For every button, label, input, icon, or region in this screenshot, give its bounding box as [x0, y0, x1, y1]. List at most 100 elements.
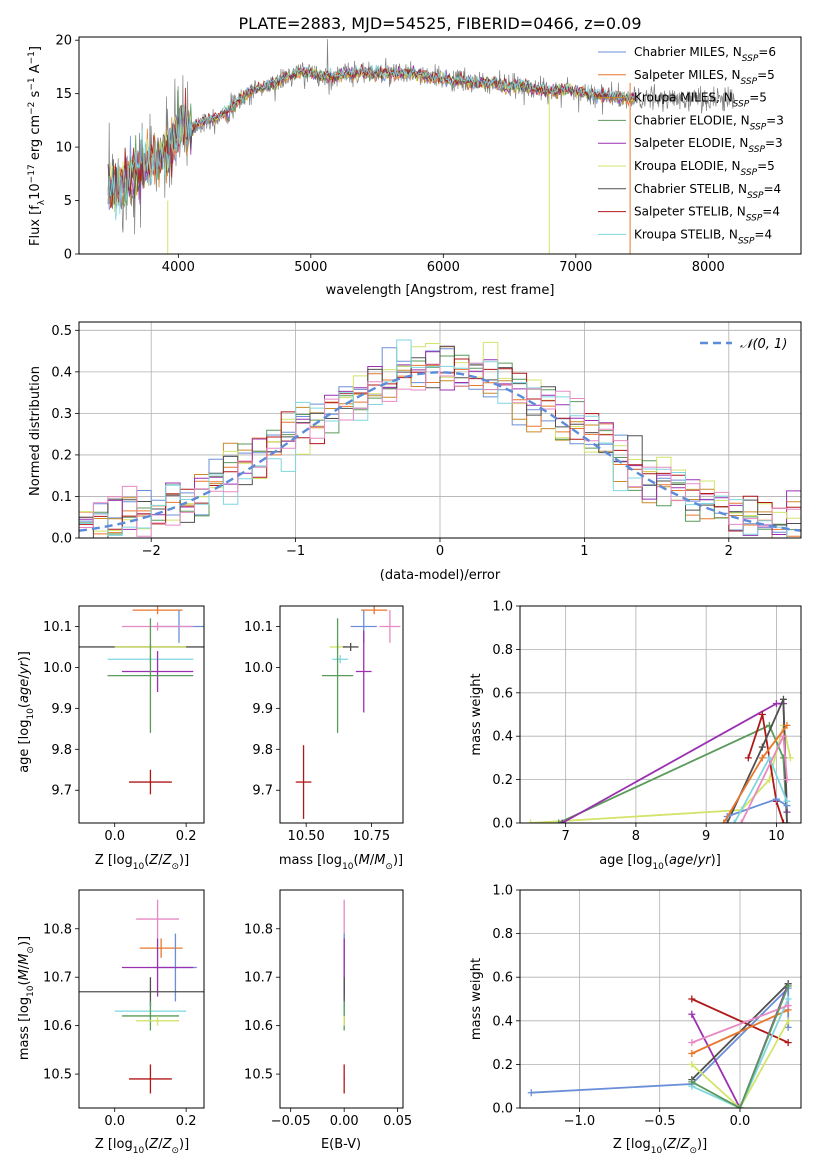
- y-tick-label: 10.5: [43, 1068, 72, 1083]
- plot-area: [527, 695, 794, 823]
- label-part: =5: [749, 91, 767, 105]
- y-axis-label: mass weight: [469, 673, 484, 755]
- y-tick-label: 0.6: [492, 686, 513, 701]
- label-part: SSP: [746, 214, 763, 224]
- y-tick-label: 0.4: [492, 1014, 513, 1029]
- label-part: /: [158, 853, 163, 868]
- y-axis-label: mass weight: [469, 958, 484, 1040]
- x-axis-label: (data-model)/error: [380, 568, 501, 583]
- x-tick-label: 0.0: [104, 829, 125, 844]
- label-part: 10: [26, 708, 36, 720]
- legend-entry: Salpeter MILES, NSSP=5: [634, 68, 775, 87]
- weight-marker: [779, 732, 787, 740]
- y-tick-label: 10.7: [43, 971, 72, 986]
- y-tick-label: 0.8: [492, 927, 513, 942]
- label-part: A: [28, 64, 43, 77]
- weight-marker: [784, 1039, 792, 1047]
- label-part: Z: [148, 1137, 159, 1152]
- weight-marker: [765, 776, 773, 784]
- label-part: )]: [393, 853, 403, 868]
- label-part: )]: [711, 853, 721, 868]
- label-part: Z: [680, 1137, 691, 1152]
- x-axis-label: Z [log10(Z/Z⊙)]: [95, 1137, 189, 1156]
- label-part: /: [17, 674, 32, 679]
- label-part: Flux [f: [28, 205, 43, 246]
- label-part: mass [log: [17, 997, 32, 1060]
- x-tick-label: 7: [562, 829, 570, 844]
- y-tick-label: 10.1: [244, 620, 273, 635]
- x-tick-label: 0.0: [104, 1114, 125, 1129]
- label-part: SSP: [750, 122, 767, 132]
- legend-entry: Kroupa STELIB, NSSP=4: [634, 227, 772, 246]
- label-part: ]: [28, 46, 43, 51]
- weight-marker: [765, 754, 773, 762]
- label-part: yr: [697, 853, 713, 868]
- label-part: SSP: [741, 168, 758, 178]
- legend-entry: 𝒩(0, 1): [740, 337, 787, 352]
- weight-line: [691, 1009, 789, 1055]
- axes-frame: [78, 36, 802, 255]
- plot-area: [79, 899, 204, 1094]
- spectrum-panel: 4000 5000 6000 7000 8000 0 5 10 15 20 wavelength […: [27, 34, 802, 298]
- y-tick-label: 10.8: [43, 922, 72, 937]
- y-axis-label: mass [log10(M/M⊙)]: [17, 936, 36, 1060]
- label-part: /: [17, 964, 32, 969]
- y-tick-label: 10.7: [244, 971, 273, 986]
- label-part: (: [144, 853, 149, 868]
- y-tick-label: 9.9: [252, 702, 273, 717]
- label-part: M: [359, 853, 370, 868]
- label-part: λ: [37, 199, 47, 205]
- y-tick-label: 9.8: [252, 743, 273, 758]
- label-part: mass [log: [279, 853, 342, 868]
- y-tick-label: 10.0: [43, 661, 72, 676]
- weight-marker: [558, 819, 566, 823]
- label-part: (: [17, 980, 32, 985]
- y-tick-label: 20: [55, 34, 72, 49]
- weight-line: [722, 724, 788, 823]
- residual-histogram-panel: −2 −1 0 1 2 0.0 0.1 0.2 0.3 0.4 0.5 (data-model)/er…: [28, 321, 802, 583]
- x-tick-label: −1.0: [564, 1114, 596, 1129]
- y-axis-label: age [log10(age/yr)]: [17, 651, 36, 773]
- y-axis-label: Normed distribution: [28, 366, 43, 496]
- plot-area: [343, 899, 345, 1094]
- label-part: Z: [162, 853, 173, 868]
- x-tick-label: −2: [142, 544, 161, 559]
- x-axis-label: wavelength [Angstrom, rest frame]: [326, 283, 555, 298]
- label-part: yr: [17, 660, 32, 676]
- weight-marker: [758, 754, 766, 762]
- label-part: /: [676, 1137, 681, 1152]
- y-tick-label: 1.0: [492, 884, 513, 899]
- label-part: /: [693, 853, 698, 868]
- y-tick-label: 10.6: [43, 1019, 72, 1034]
- legend-entry: Kroupa ELODIE, NSSP=5: [634, 159, 775, 178]
- label-part: (: [354, 853, 359, 868]
- y-tick-label: 0.0: [492, 817, 513, 832]
- weight-marker: [784, 1002, 792, 1010]
- weight-marker: [527, 1089, 535, 1097]
- label-part: M: [374, 853, 385, 868]
- legend-entry: Chabrier MILES, NSSP=6: [634, 45, 776, 64]
- y-tick-label: 10.1: [43, 620, 72, 635]
- legend-entry: Salpeter ELODIE, NSSP=3: [634, 136, 783, 155]
- legend-entry: Kroupa MILES, NSSP=5: [634, 91, 767, 110]
- x-tick-label: −0.05: [271, 1114, 311, 1129]
- label-part: Salpeter ELODIE, N: [634, 136, 748, 150]
- x-tick-label: 7000: [559, 260, 592, 275]
- label-part: −1: [27, 77, 37, 90]
- weight-marker: [688, 1010, 696, 1018]
- label-part: −2: [27, 102, 37, 115]
- label-part: M: [17, 954, 32, 965]
- label-part: )]: [179, 853, 189, 868]
- x-tick-label: 0.0: [730, 1114, 751, 1129]
- model-spectrum: [107, 66, 636, 209]
- y-tick-label: 10.5: [244, 1068, 273, 1083]
- x-tick-label: 0.2: [176, 1114, 197, 1129]
- y-tick-label: 9.9: [51, 702, 72, 717]
- weight-marker: [730, 819, 738, 823]
- weight-marker: [555, 819, 563, 823]
- x-tick-label: 2: [725, 544, 733, 559]
- label-part: )]: [17, 651, 32, 661]
- label-part: Chabrier ELODIE, N: [634, 113, 750, 127]
- label-part: ⊙: [385, 862, 393, 872]
